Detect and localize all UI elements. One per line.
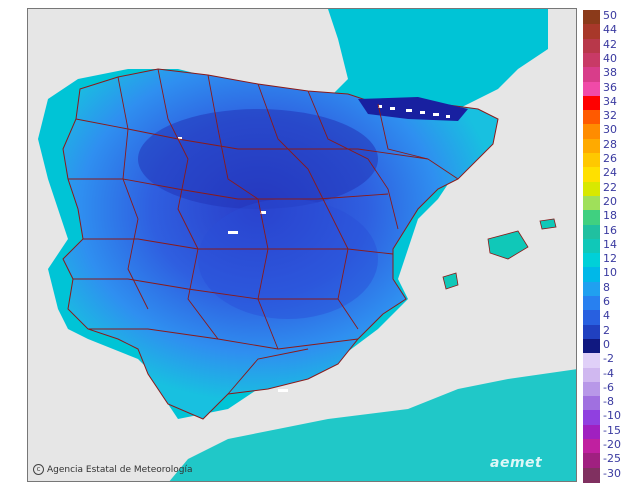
aemet-logo: aemet [490,455,543,471]
legend-swatch [583,10,600,25]
attribution: c Agencia Estatal de Meteorología [33,464,193,475]
temperature-map [27,8,577,482]
legend-swatch [583,424,600,440]
legend-label: 10 [603,266,617,280]
legend-swatch [583,439,600,455]
legend-swatch [583,167,600,183]
legend-label: 16 [603,223,617,237]
legend-swatch [583,124,600,140]
legend-label: 0 [603,337,610,351]
legend-label: 30 [603,123,617,137]
legend-swatch [583,67,600,83]
legend-label: -2 [603,352,614,366]
legend-label: 32 [603,109,617,123]
legend-swatch [583,224,600,240]
legend-swatch [583,38,600,54]
legend-label: -4 [603,366,614,380]
attribution-text: Agencia Estatal de Meteorología [47,464,193,475]
legend-label: 38 [603,66,617,80]
legend-label: 44 [603,23,617,37]
legend-label: 6 [603,295,610,309]
balearic-menorca [539,218,557,230]
legend-swatch [583,267,600,283]
legend-label: -10 [603,409,621,423]
africa-coast [169,369,576,481]
legend-swatch [583,81,600,97]
legend-swatch [583,95,600,111]
legend-swatch [583,353,600,369]
legend-swatch [583,52,600,68]
balearic-ibiza [442,272,459,290]
snow-patches [178,105,450,392]
legend-label: 8 [603,280,610,294]
balearic-mallorca [487,230,529,260]
legend-label: 34 [603,94,617,108]
legend-label: -15 [603,423,621,437]
legend-swatch [583,210,600,226]
legend-label: -30 [603,466,621,480]
legend-swatch [583,396,600,412]
legend-label: 28 [603,137,617,151]
pyrenees [358,97,468,121]
legend-swatch [583,310,600,326]
legend-label: 20 [603,194,617,208]
legend-swatch [583,238,600,254]
legend-label: -25 [603,452,621,466]
legend-label: 2 [603,323,610,337]
legend-swatch [583,281,600,297]
legend-label: 22 [603,180,617,194]
legend-label: 36 [603,80,617,94]
legend-swatch [583,410,600,426]
legend-swatch [583,296,600,312]
legend-swatch [583,338,600,354]
legend-swatch [583,253,600,269]
map-canvas [28,9,576,481]
province-borders [68,68,459,395]
legend-label: -6 [603,380,614,394]
legend-swatch [583,195,600,211]
northern-plateau [138,109,378,209]
legend-swatch [583,138,600,154]
legend-swatch [583,467,600,483]
legend-label: 26 [603,152,617,166]
legend-label: -8 [603,395,614,409]
legend-swatch [583,324,600,340]
legend-swatch [583,24,600,40]
copyright-icon: c [33,464,44,475]
legend-label: -20 [603,438,621,452]
legend-swatch [583,381,600,397]
legend-label: 4 [603,309,610,323]
legend-swatch [583,453,600,469]
southern-plateau [198,199,378,319]
legend-swatch [583,367,600,383]
temperature-legend: 50 44 42 40 38 36 34 32 30 28 26 24 22 20 18 16 14 12 10 8 6… [583,10,621,483]
legend-label: 40 [603,51,617,65]
legend-label: 12 [603,252,617,266]
legend-label: 42 [603,37,617,51]
legend-swatch [583,153,600,169]
legend-label: 50 [603,9,617,22]
legend-label: 24 [603,166,617,180]
legend-label: 14 [603,237,617,251]
legend-swatch [583,181,600,197]
legend-swatch [583,110,600,126]
legend-label: 18 [603,209,617,223]
